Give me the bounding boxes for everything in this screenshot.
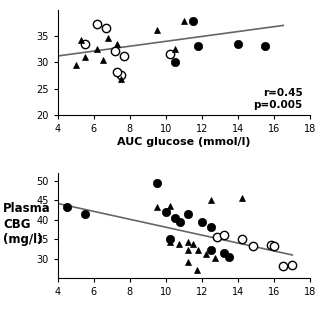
X-axis label: AUC glucose (mmol/l): AUC glucose (mmol/l) (117, 137, 251, 147)
Text: Plasma
CBG
(mg/l): Plasma CBG (mg/l) (3, 202, 51, 246)
Text: r=0.45
p=0.005: r=0.45 p=0.005 (253, 88, 303, 110)
